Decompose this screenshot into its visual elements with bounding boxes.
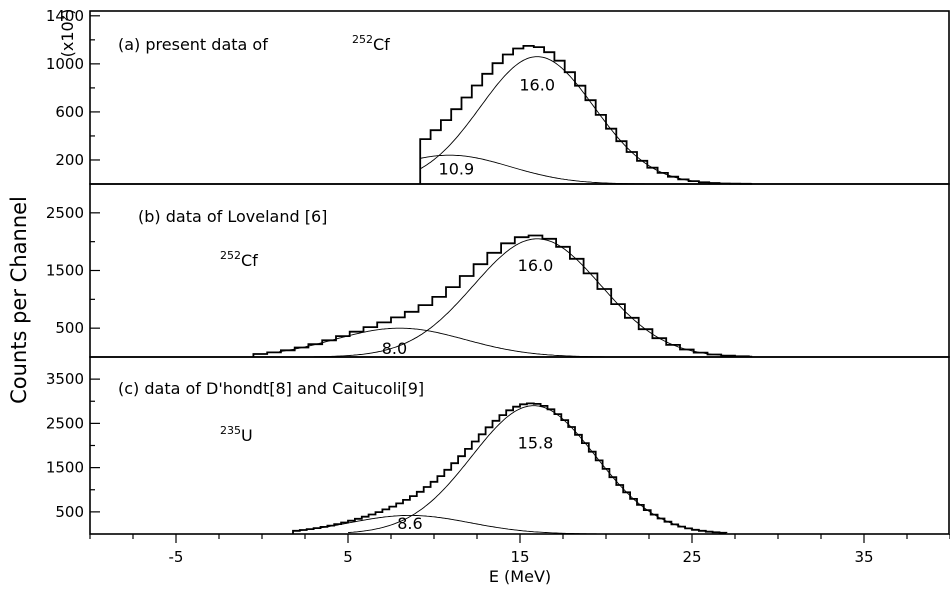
y-tick-label: 1500: [46, 262, 84, 280]
y-scale-note: (x10²): [58, 9, 77, 58]
x-axis-label: E (MeV): [489, 567, 551, 586]
fit-curve-1: [313, 238, 742, 358]
y-axis-label: Counts per Channel: [7, 196, 31, 404]
y-tick-label: 1000: [46, 55, 84, 73]
histogram-steps: [292, 402, 728, 534]
isotope-mass: 252: [220, 249, 241, 262]
panel-label: (c) data of D'hondt[8] and Caitucoli[9]: [118, 379, 424, 398]
y-tick-label: 500: [55, 319, 84, 337]
histogram-steps: [419, 45, 753, 185]
chart-panels: 200 600 1000 1400 16.0 10.9 (a) present data o…: [46, 7, 950, 566]
isotope-label: 252Cf: [220, 249, 258, 270]
panel-label: (b) data of Loveland [6]: [138, 207, 327, 226]
x-tick-label: 25: [682, 548, 701, 566]
x-tick-label: 35: [854, 548, 873, 566]
peak-annotation: 8.0: [382, 339, 407, 358]
peak-annotation: 16.0: [519, 75, 555, 94]
panel-a: 200 600 1000 1400 16.0 10.9 (a) present data o…: [46, 7, 950, 185]
fit-curve-2: [279, 327, 605, 358]
y-tick-label: 2500: [46, 414, 84, 432]
fit-curve-1: [419, 56, 725, 184]
isotope-label: 252Cf: [352, 33, 390, 54]
y-tick-label: 1500: [46, 459, 84, 477]
peak-annotation: 15.8: [518, 433, 554, 452]
peak-annotation: 8.6: [397, 514, 422, 533]
isotope-mass: 235: [220, 424, 241, 437]
isotope-symbol: Cf: [241, 251, 258, 270]
y-tick-label: 200: [55, 151, 84, 169]
fit-curve-2: [292, 514, 605, 535]
panel-b: 500 1500 2500 16.0 8.0 (b) data of Loveland […: [46, 183, 950, 358]
panel-label: (a) present data of: [118, 35, 268, 54]
isotope-symbol: U: [241, 426, 253, 445]
peak-annotation: 10.9: [439, 160, 475, 179]
panel-c: 500 1500 2500 3500 -5 5 15 25 35 15.8 8.6 (c) data …: [46, 356, 950, 566]
y-tick-label: 2500: [46, 204, 84, 222]
isotope-symbol: Cf: [373, 35, 390, 54]
isotope-mass: 252: [352, 33, 373, 46]
peak-annotation: 16.0: [518, 256, 554, 275]
fit-curve-1: [347, 405, 725, 534]
y-tick-label: 600: [55, 103, 84, 121]
histogram-steps: [252, 234, 753, 358]
isotope-label: 235U: [220, 424, 253, 445]
y-tick-label: 1400: [46, 7, 84, 25]
y-tick-label: 500: [55, 503, 84, 521]
x-tick-label: 5: [343, 548, 353, 566]
x-tick-label: -5: [169, 548, 184, 566]
x-tick-label: 15: [510, 548, 529, 566]
y-tick-label: 3500: [46, 370, 84, 388]
